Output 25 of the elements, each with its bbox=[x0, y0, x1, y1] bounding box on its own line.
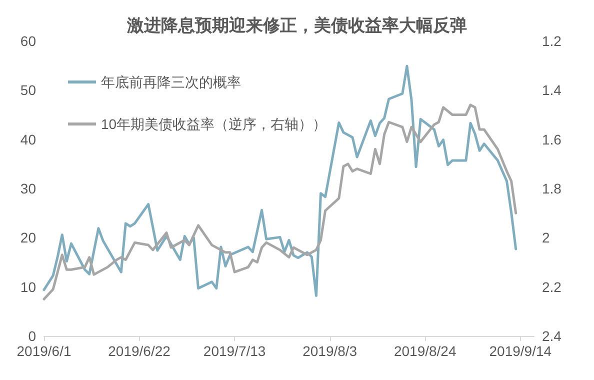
y-tick-label: 30 bbox=[20, 180, 36, 196]
y-tick-label: 10 bbox=[20, 278, 36, 295]
y-tick-label: 50 bbox=[20, 82, 36, 98]
y-tick-label: 60 bbox=[20, 33, 36, 49]
legend-label: 10年期美债收益率（逆序，右轴）） bbox=[101, 116, 327, 132]
x-tick-label: 2019/8/3 bbox=[302, 343, 358, 359]
chart-title: 激进降息预期迎来修正，美债收益率大幅反弹 bbox=[126, 16, 467, 35]
y-tick-label: 20 bbox=[20, 230, 36, 246]
y2-tick-label: 1.2 bbox=[542, 33, 562, 49]
y2-tick-label: 2.4 bbox=[542, 328, 562, 344]
x-tick-label: 2019/9/14 bbox=[489, 343, 552, 359]
x-tick-label: 2019/8/24 bbox=[394, 343, 456, 359]
line-series bbox=[42, 64, 518, 297]
y2-tick-label: 1.4 bbox=[542, 82, 562, 98]
y2-tick-label: 1.6 bbox=[542, 131, 562, 148]
y2-tick-label: 2 bbox=[542, 230, 550, 246]
y2-tick-label: 1.8 bbox=[542, 180, 562, 196]
y-tick-label: 0 bbox=[28, 328, 36, 344]
y2-tick-label: 2.2 bbox=[542, 278, 562, 295]
x-tick-label: 2019/6/1 bbox=[16, 343, 72, 359]
legend-label: 年底前再降三次的概率 bbox=[101, 74, 241, 90]
line-series bbox=[42, 104, 518, 300]
x-tick-label: 2019/6/22 bbox=[108, 343, 171, 359]
x-tick-label: 2019/7/13 bbox=[203, 343, 266, 359]
y-tick-label: 40 bbox=[20, 131, 36, 148]
